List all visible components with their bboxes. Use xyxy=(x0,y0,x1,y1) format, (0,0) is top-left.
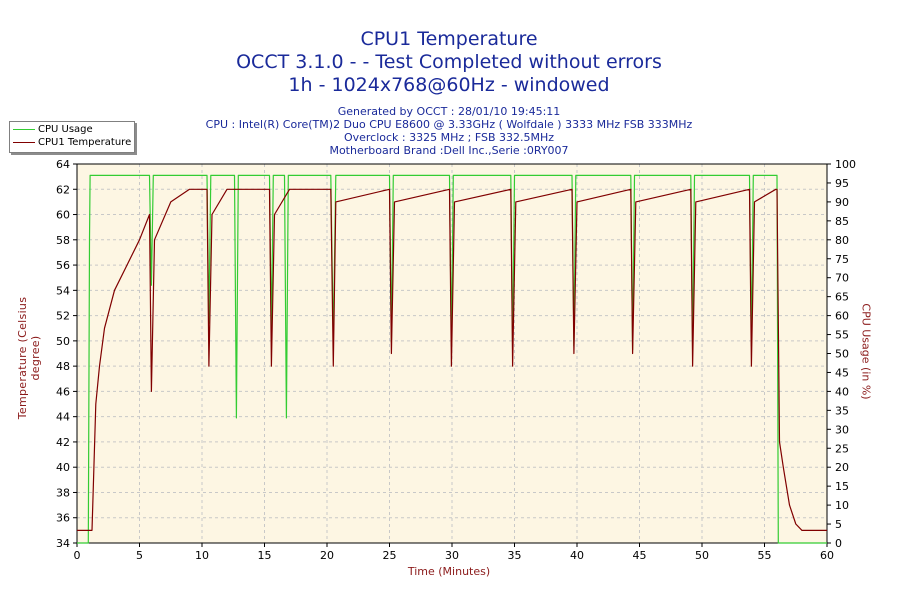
y-tick-label-left: 40 xyxy=(56,461,70,474)
y-tick-label-right: 35 xyxy=(835,404,849,417)
x-tick-label: 5 xyxy=(136,549,143,562)
y-tick-label-left: 46 xyxy=(56,385,70,398)
y-tick-label-right: 20 xyxy=(835,461,849,474)
y-tick-label-left: 64 xyxy=(56,158,70,171)
y-tick-label-right: 100 xyxy=(835,158,856,171)
y-tick-label-right: 30 xyxy=(835,423,849,436)
info-cpu: CPU : Intel(R) Core(TM)2 Duo CPU E8600 @… xyxy=(205,118,693,131)
y-tick-label-left: 42 xyxy=(56,436,70,449)
y-axis-label-left: Temperature (Celsius degree) xyxy=(16,296,42,420)
y-tick-label-right: 75 xyxy=(835,253,849,266)
legend-swatch-cpu-usage xyxy=(13,128,35,130)
x-tick-label: 30 xyxy=(445,549,459,562)
x-tick-label: 25 xyxy=(383,549,397,562)
info-motherboard: Motherboard Brand :Dell Inc.,Serie :0RY0… xyxy=(329,144,569,157)
y-tick-label-left: 54 xyxy=(56,284,70,297)
y-tick-label-right: 25 xyxy=(835,442,849,455)
x-tick-label: 60 xyxy=(820,549,834,562)
y-tick-label-right: 90 xyxy=(835,196,849,209)
x-tick-label: 35 xyxy=(508,549,522,562)
y-tick-label-left: 60 xyxy=(56,209,70,222)
y-tick-label-right: 65 xyxy=(835,291,849,304)
y-tick-label-right: 40 xyxy=(835,385,849,398)
y-tick-label-right: 5 xyxy=(835,518,842,531)
y-tick-label-left: 48 xyxy=(56,360,70,373)
legend-item-cpu-usage: CPU Usage xyxy=(13,124,93,136)
y-tick-label-right: 10 xyxy=(835,499,849,512)
y-tick-label-left: 44 xyxy=(56,411,70,424)
x-tick-label: 0 xyxy=(74,549,81,562)
y-tick-label-right: 85 xyxy=(835,215,849,228)
y-tick-label-right: 55 xyxy=(835,329,849,342)
y-tick-label-right: 80 xyxy=(835,234,849,247)
y-tick-label-left: 56 xyxy=(56,259,70,272)
y-tick-label-left: 38 xyxy=(56,486,70,499)
legend: CPU Usage CPU1 Temperature xyxy=(9,121,135,153)
y-tick-label-right: 70 xyxy=(835,272,849,285)
info-overclock: Overclock : 3325 MHz ; FSB 332.5MHz xyxy=(343,131,555,144)
x-tick-label: 50 xyxy=(695,549,709,562)
y-tick-label-left: 52 xyxy=(56,310,70,323)
y-tick-label-left: 36 xyxy=(56,512,70,525)
y-tick-label-right: 60 xyxy=(835,310,849,323)
x-tick-label: 45 xyxy=(633,549,647,562)
y-tick-label-left: 58 xyxy=(56,234,70,247)
legend-swatch-cpu-temperature xyxy=(13,141,35,143)
y-tick-label-right: 45 xyxy=(835,366,849,379)
y-axis-label-right: CPU Usage (in %) xyxy=(859,303,873,400)
chart-subtitle-mode: 1h - 1024x768@60Hz - windowed xyxy=(288,74,610,96)
y-tick-label-left: 34 xyxy=(56,537,70,550)
legend-label-cpu-usage: CPU Usage xyxy=(38,124,93,135)
x-tick-label: 15 xyxy=(258,549,272,562)
y-tick-label-left: 50 xyxy=(56,335,70,348)
legend-label-cpu-temperature: CPU1 Temperature xyxy=(38,137,132,148)
y-tick-label-right: 0 xyxy=(835,537,842,550)
y-tick-label-right: 50 xyxy=(835,348,849,361)
x-axis-label: Time (Minutes) xyxy=(407,565,491,578)
info-generated: Generated by OCCT : 28/01/10 19:45:11 xyxy=(337,105,561,118)
y-tick-label-right: 15 xyxy=(835,480,849,493)
legend-item-cpu-temperature: CPU1 Temperature xyxy=(13,137,131,149)
y-tick-label-left: 62 xyxy=(56,183,70,196)
x-tick-label: 40 xyxy=(570,549,584,562)
y-tick-label-right: 95 xyxy=(835,177,849,190)
chart-title: CPU1 Temperature xyxy=(360,28,538,50)
x-tick-label: 20 xyxy=(320,549,334,562)
x-tick-label: 55 xyxy=(758,549,772,562)
x-tick-label: 10 xyxy=(195,549,209,562)
chart-subtitle-test: OCCT 3.1.0 - - Test Completed without er… xyxy=(236,51,662,73)
series-line-cpu-temperature xyxy=(77,188,827,532)
